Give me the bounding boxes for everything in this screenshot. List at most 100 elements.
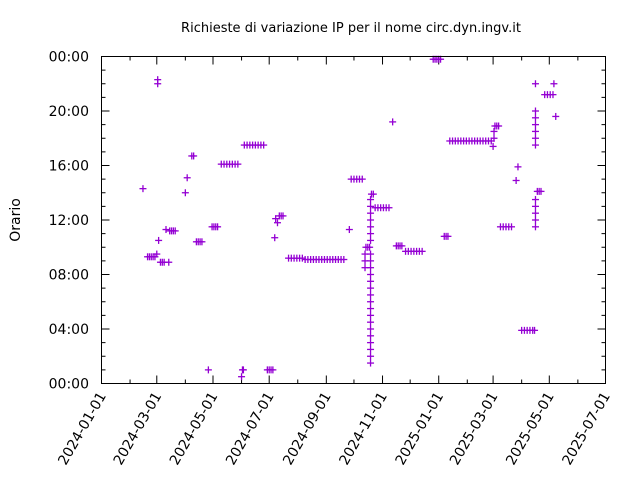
data-point (367, 277, 375, 285)
data-point (260, 141, 268, 149)
data-point (367, 216, 375, 224)
data-point (162, 226, 170, 234)
data-point (367, 352, 375, 360)
data-point (367, 271, 375, 278)
data-point (367, 209, 375, 217)
data-point (508, 223, 516, 231)
data-point (367, 257, 375, 265)
x-tick-label: 2025-03-01 (447, 389, 502, 467)
y-tick-label: 04:00 (49, 322, 89, 338)
data-point (204, 366, 212, 374)
plot-frame (101, 56, 606, 384)
data-point (171, 227, 179, 235)
x-tick-label: 2025-07-01 (559, 390, 614, 468)
data-point (198, 238, 206, 246)
data-point (367, 298, 375, 306)
data-point (269, 366, 277, 374)
x-tick-label: 2024-03-01 (111, 390, 166, 468)
data-point (340, 256, 348, 264)
x-tick-label: 2025-05-01 (503, 390, 558, 468)
data-point (183, 174, 191, 182)
data-point (531, 127, 539, 135)
data-point (444, 232, 452, 240)
x-tick-label: 2024-01-01 (55, 390, 110, 468)
data-points (139, 55, 560, 381)
data-point (367, 196, 375, 204)
data-point (165, 258, 173, 266)
data-point (531, 326, 539, 334)
data-point (398, 242, 406, 250)
data-point (367, 230, 375, 238)
data-point (271, 234, 279, 242)
data-point (369, 190, 377, 198)
axes: 00:0004:0008:0012:0016:0020:0000:002024-… (49, 50, 614, 468)
y-tick-label: 16:00 (49, 159, 89, 175)
data-point (490, 134, 498, 142)
data-point (239, 366, 247, 374)
data-point (272, 215, 280, 223)
chart-title: Richieste di variazione IP per il nome c… (181, 21, 521, 36)
data-point (367, 359, 375, 367)
data-point (418, 247, 426, 255)
data-point (531, 134, 539, 142)
data-point (531, 107, 539, 115)
data-point (385, 204, 393, 212)
y-axis-label: Orario (8, 198, 24, 242)
data-point (512, 176, 520, 184)
data-point (273, 219, 281, 227)
data-point (366, 243, 374, 251)
data-point (537, 187, 545, 195)
data-point (154, 80, 162, 88)
data-point (367, 339, 375, 347)
data-point (279, 212, 287, 220)
data-point (531, 216, 539, 224)
data-point (367, 250, 375, 258)
data-point (552, 112, 560, 120)
y-tick-label: 08:00 (49, 268, 89, 284)
data-point (490, 127, 498, 135)
y-tick-label: 20:00 (49, 104, 89, 120)
data-point (531, 121, 539, 129)
data-point (139, 185, 147, 193)
data-point (238, 373, 246, 381)
x-tick-label: 2024-11-01 (336, 390, 391, 468)
data-point (214, 223, 222, 231)
y-tick-label: 00:00 (49, 50, 89, 66)
data-point (549, 91, 557, 99)
data-point (153, 250, 161, 258)
data-point (367, 311, 375, 319)
data-point (531, 223, 539, 231)
data-point (367, 236, 375, 244)
data-point (181, 189, 189, 197)
data-point (367, 318, 375, 326)
x-tick-label: 2024-05-01 (167, 390, 222, 468)
data-point (367, 223, 375, 231)
x-tick-label: 2025-01-01 (393, 390, 448, 468)
data-point (495, 122, 503, 130)
data-point (234, 160, 242, 168)
data-point (358, 175, 366, 183)
y-tick-label: 12:00 (49, 213, 89, 229)
data-point (550, 80, 558, 88)
data-point (531, 209, 539, 217)
data-point (389, 118, 397, 126)
data-point (489, 142, 497, 150)
data-point (190, 152, 198, 160)
data-point (531, 114, 539, 122)
data-point (367, 291, 375, 299)
x-tick-label: 2024-09-01 (280, 390, 335, 468)
data-point (514, 163, 522, 171)
x-tick-label: 2024-07-01 (223, 390, 278, 468)
data-point (367, 332, 375, 340)
data-point (531, 141, 539, 149)
data-point (345, 226, 353, 234)
data-point (367, 202, 375, 210)
data-point (531, 80, 539, 88)
data-point (367, 325, 375, 333)
data-point (367, 305, 375, 313)
data-point (531, 202, 539, 210)
y-tick-label: 00:00 (49, 377, 89, 393)
data-point (531, 196, 539, 204)
data-point (367, 284, 375, 292)
